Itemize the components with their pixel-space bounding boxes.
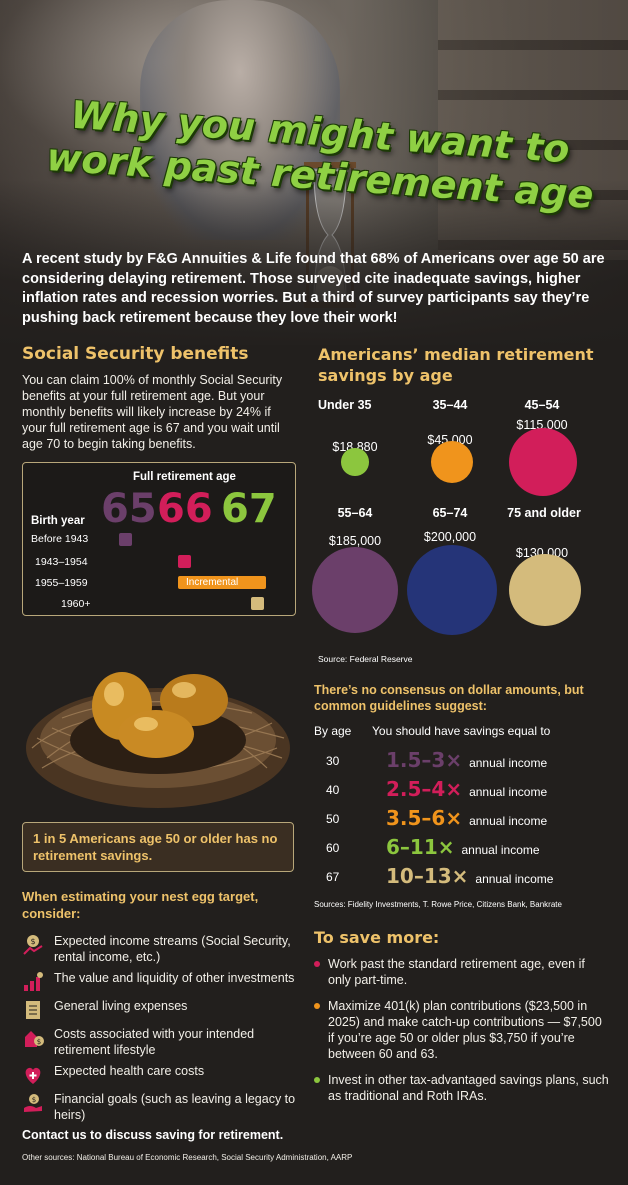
age-group-label: 35–44 [432,398,468,412]
age-group-label: 65–74 [432,506,468,520]
consider-item-text: Expected income streams (Social Security… [54,934,291,964]
col-header-age: By age [314,724,352,738]
consider-item-text: Expected health care costs [54,1064,205,1078]
guidelines-sources: Sources: Fidelity Investments, T. Rowe P… [314,900,562,909]
amount-label: $18,880 [332,440,378,454]
bullet-icon [314,1077,320,1083]
consider-item-text: General living expenses [54,999,188,1013]
no-savings-stat: 1 in 5 Americans age 50 or older has no … [22,822,294,872]
list-item: The value and liquidity of other investm… [22,971,312,993]
guideline-age: 40 [326,783,340,797]
table-row: 60 6–11× annual income [314,835,614,859]
bullet-icon [314,961,320,967]
amount-label: $200,000 [423,530,477,544]
consider-item-text: Costs associated with your intended reti… [54,1027,255,1057]
mark-1960-plus [251,597,264,610]
save-more-title: To save more: [314,928,440,947]
list-item: Maximize 401(k) plan contributions ($23,… [314,998,610,1062]
age-group-label: Under 35 [318,398,372,412]
list-item: $ Costs associated with your intended re… [22,1027,312,1058]
row-label-before-1943: Before 1943 [31,533,89,545]
other-sources: Other sources: National Bureau of Econom… [22,1153,353,1162]
age-66-label: 66 [157,486,213,532]
row-label-1960-plus: 1960+ [61,598,91,610]
consider-item-text: Financial goals (such as leaving a legac… [54,1092,296,1122]
living-expenses-icon [26,1001,40,1019]
financial-goals-icon: $ [24,1094,42,1112]
mark-before-1943 [119,533,132,546]
svg-text:$: $ [30,937,35,946]
table-row: 30 1.5–3× annual income [314,748,614,772]
guideline-range: 3.5–6× annual income [386,806,548,830]
list-item: Invest in other tax-advantaged savings p… [314,1072,610,1104]
guideline-age: 67 [326,870,340,884]
guideline-age: 30 [326,754,340,768]
table-row: 40 2.5–4× annual income [314,777,614,801]
age-group-label: 45–54 [524,398,560,412]
guideline-age: 60 [326,841,340,855]
health-care-icon [25,1067,41,1084]
median-savings-title: Americans’ median retirement savings by … [318,345,594,385]
fra-label: Full retirement age [133,471,236,483]
guidelines-title: There’s no consensus on dollar amounts, … [314,683,584,713]
birth-year-label: Birth year [31,515,85,527]
list-item: Expected health care costs [22,1064,312,1086]
consider-item-text: The value and liquidity of other investm… [54,971,295,985]
guideline-range: 6–11× annual income [386,835,540,859]
golden-eggs-nest-image [26,672,290,808]
table-row: 50 3.5–6× annual income [314,806,614,830]
savings-circle-55-64 [311,546,399,634]
consider-list: $ Expected income streams (Social Securi… [22,934,312,1129]
savings-circle-35-44 [430,440,474,484]
guideline-range: 10–13× annual income [386,864,554,888]
age-group-label: 75 and older [507,506,581,520]
guideline-range: 1.5–3× annual income [386,748,548,772]
table-row: 67 10–13× annual income [314,864,614,888]
intro-paragraph: A recent study by F&G Annuities & Life f… [22,251,605,326]
hero-fade [0,180,628,350]
svg-text:$: $ [37,1038,41,1046]
row-label-1955-1959: 1955–1959 [35,577,88,589]
income-streams-icon: $ [23,935,43,955]
age-67-label: 67 [221,486,277,532]
hero-photo [0,0,628,350]
age-65-label: 65 [101,486,157,532]
investments-icon [24,972,43,991]
bullet-icon [314,1003,320,1009]
row-label-1943-1954: 1943–1954 [35,556,88,568]
col-header-savings: You should have savings equal to [372,724,551,738]
list-item: $ Expected income streams (Social Securi… [22,934,312,965]
consider-title: When estimating your nest egg target, co… [22,889,259,921]
guideline-range: 2.5–4× annual income [386,777,548,801]
savings-circle-75-plus [508,553,582,627]
page-title: Why you might want to work past retireme… [40,93,600,217]
savings-circle-65-74 [407,545,497,635]
federal-reserve-source: Source: Federal Reserve [318,654,413,664]
contact-cta: Contact us to discuss saving for retirem… [22,1128,284,1142]
amount-label: $185,000 [328,534,382,548]
mark-1943-1954 [178,555,191,568]
amount-label: $115,000 [516,418,568,432]
list-item: Work past the standard retirement age, e… [314,956,610,988]
age-group-label: 55–64 [337,506,373,520]
svg-text:$: $ [32,1096,36,1104]
savings-circle-45-54 [508,427,578,497]
guideline-age: 50 [326,812,340,826]
lifestyle-costs-icon: $ [25,1031,44,1047]
social-security-text: You can claim 100% of monthly Social Sec… [22,373,283,451]
save-more-list: Work past the standard retirement age, e… [314,956,610,1114]
list-item: General living expenses [22,999,312,1021]
full-retirement-age-table: Full retirement age Birth year 65 66 67 … [22,462,296,616]
social-security-title: Social Security benefits [22,344,249,364]
list-item: $ Financial goals (such as leaving a leg… [22,1092,312,1123]
bar-1955-1959: Incremental [178,576,266,589]
savings-circle-under-35 [341,448,369,476]
